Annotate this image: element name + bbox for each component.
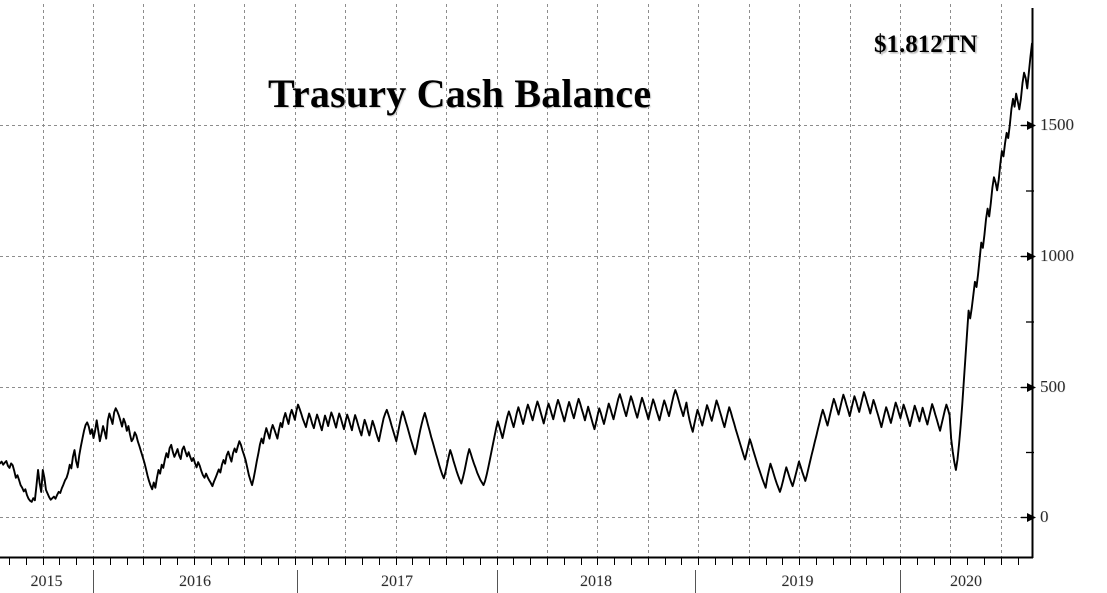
horizontal-gridlines — [0, 125, 1032, 518]
y-axis-tick-label: 500 — [1040, 377, 1066, 396]
data-series-line — [0, 42, 1033, 503]
x-axis-tick-label: 2018 — [580, 573, 612, 590]
peak-value-annotation: $1.812TN — [874, 31, 978, 58]
vertical-gridlines — [43, 4, 1002, 557]
chart-title: Trasury Cash Balance — [268, 71, 652, 116]
x-axis-tick-label: 2016 — [179, 573, 211, 590]
x-axis-tick-label: 2019 — [781, 573, 814, 590]
y-axis-tick-label: 1000 — [1040, 246, 1074, 265]
x-axis-tick-label: 2017 — [381, 573, 413, 590]
x-axis-year-separators — [92, 570, 902, 593]
y-axis-ticks — [1021, 121, 1036, 522]
x-axis-tick-label: 2015 — [30, 573, 63, 590]
x-axis-ticks — [8, 558, 1020, 565]
y-axis-tick-label: 1500 — [1040, 115, 1074, 134]
y-axis-tick-label: 0 — [1040, 507, 1049, 526]
x-axis-tick-label: 2020 — [950, 573, 982, 590]
